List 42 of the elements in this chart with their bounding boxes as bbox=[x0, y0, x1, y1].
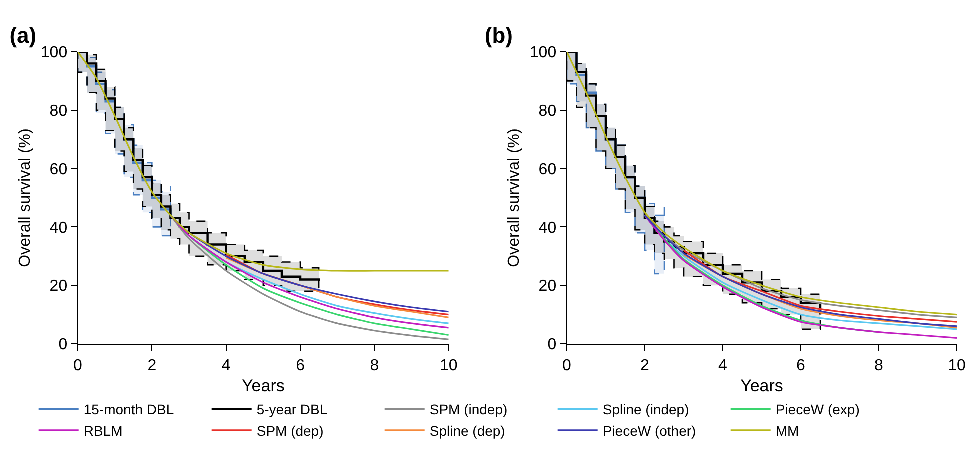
x-tick-label: 4 bbox=[222, 357, 231, 374]
y-tick-label: 60 bbox=[538, 161, 557, 178]
chart-title: (b) bbox=[484, 22, 514, 48]
x-tick-label: 2 bbox=[148, 357, 157, 374]
legend-label: SPM (dep) bbox=[256, 422, 324, 439]
y-tick-label: 0 bbox=[548, 336, 557, 354]
x-tick-label: 8 bbox=[370, 357, 380, 374]
x-tick-label: 4 bbox=[718, 357, 728, 374]
legend-label: Spline (indep) bbox=[602, 402, 690, 418]
x-tick-label: 6 bbox=[796, 357, 806, 374]
y-tick-label: 20 bbox=[50, 278, 68, 296]
x-axis-title: Years bbox=[740, 376, 784, 396]
y-tick-label: 40 bbox=[538, 220, 557, 237]
y-tick-label: 0 bbox=[58, 336, 68, 354]
y-axis-title: Overall survival (%) bbox=[506, 128, 523, 268]
legend-label: Spline (dep) bbox=[430, 422, 506, 439]
x-tick-label: 10 bbox=[948, 357, 966, 374]
x-tick-label: 2 bbox=[640, 357, 650, 374]
line-series bbox=[78, 52, 449, 272]
y-tick-label: 20 bbox=[538, 278, 557, 296]
legend-label: PieceW (other) bbox=[602, 422, 696, 439]
x-tick-label: 0 bbox=[74, 357, 83, 374]
legend-label: PieceW (exp) bbox=[776, 402, 860, 418]
chart-title: (a) bbox=[10, 22, 37, 48]
x-tick-label: 8 bbox=[874, 357, 884, 374]
legend-label: 15-month DBL bbox=[84, 402, 174, 418]
legend-label: MM bbox=[776, 422, 800, 439]
x-tick-label: 0 bbox=[562, 357, 572, 374]
y-tick-label: 40 bbox=[50, 220, 68, 237]
x-tick-label: 10 bbox=[440, 357, 458, 374]
legend-label: SPM (indep) bbox=[430, 402, 508, 418]
legend-label: 5-year DBL bbox=[256, 402, 328, 418]
y-tick-label: 100 bbox=[40, 44, 68, 62]
legend-label: RBLM bbox=[84, 422, 123, 439]
y-tick-label: 80 bbox=[50, 103, 68, 120]
y-axis-title: Overall survival (%) bbox=[16, 128, 34, 268]
y-tick-label: 60 bbox=[50, 161, 68, 178]
line-series bbox=[567, 52, 957, 316]
y-tick-label: 80 bbox=[538, 103, 557, 120]
y-tick-label: 100 bbox=[530, 44, 557, 62]
x-tick-label: 6 bbox=[296, 357, 306, 374]
x-axis-title: Years bbox=[242, 376, 285, 396]
